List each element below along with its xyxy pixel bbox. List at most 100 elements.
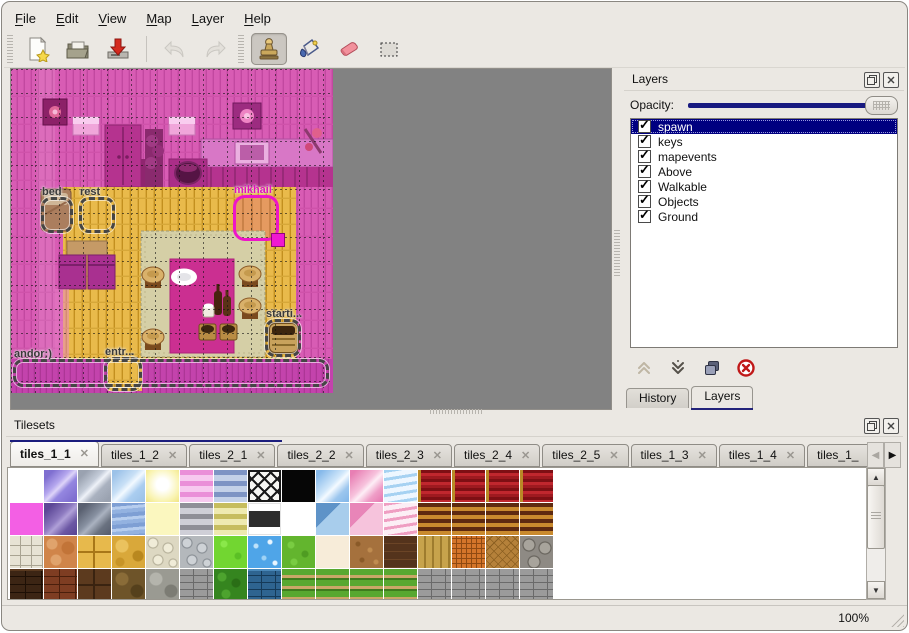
tile-grass-rows[interactable]: [282, 569, 315, 599]
toolbar-grip-2[interactable]: [238, 35, 244, 63]
tile-brick-red[interactable]: [44, 569, 77, 599]
stamp-tool-button[interactable]: [251, 33, 287, 65]
layer-item-Walkable[interactable]: Walkable: [631, 177, 897, 194]
tile-crystal-darkgray[interactable]: [78, 503, 111, 535]
tile-dirt[interactable]: [350, 536, 383, 568]
tile-pebble-gray[interactable]: [180, 536, 213, 568]
tile-sign-dark[interactable]: [248, 503, 281, 535]
resize-grip-icon[interactable]: [887, 610, 904, 627]
tile-water-dark[interactable]: [112, 503, 145, 535]
menu-map[interactable]: Map: [146, 10, 172, 26]
tileset-tab-tiles_1_4[interactable]: tiles_1_4 ✕: [718, 444, 806, 467]
tile-stone-brown[interactable]: [112, 569, 145, 599]
tile-brick-gray[interactable]: [520, 569, 553, 599]
tileset-tab-tiles_2_3[interactable]: tiles_2_3 ✕: [365, 444, 452, 467]
tile-brick-gray[interactable]: [180, 569, 213, 599]
layer-item-mapevents[interactable]: mapevents: [631, 147, 897, 164]
tile-curtain-brown[interactable]: [452, 503, 485, 535]
tileset-scrollbar[interactable]: ▲ ▼: [866, 467, 886, 600]
tile-grass-rows[interactable]: [316, 569, 349, 599]
layer-item-Ground[interactable]: Ground: [631, 207, 897, 224]
dock-tab-history[interactable]: History: [626, 388, 690, 408]
close-panel-button[interactable]: [883, 72, 899, 88]
tileset-tab-tiles_1_[interactable]: tiles_1_✕: [807, 444, 867, 467]
tab-close-icon[interactable]: ✕: [697, 449, 707, 462]
vertical-splitter[interactable]: [614, 230, 620, 276]
layer-item-Above[interactable]: Above: [631, 162, 897, 179]
tile-lattice[interactable]: [248, 470, 281, 502]
tile-stripes-olive[interactable]: [214, 503, 247, 535]
tile-grass[interactable]: [282, 536, 315, 568]
tile-curtain-brown[interactable]: [486, 503, 519, 535]
tile-green-bright[interactable]: [214, 536, 247, 568]
tile-curtain-red[interactable]: [520, 470, 553, 502]
tile-streaks-blue[interactable]: [384, 470, 417, 502]
tile-pale-yellow[interactable]: [146, 503, 179, 535]
tile-glow-yellow[interactable]: [146, 470, 179, 502]
map-view[interactable]: bed rest mikhail starti... entr... andor:): [10, 68, 612, 410]
raise-layer-button[interactable]: [632, 356, 656, 380]
tile-brick-gray[interactable]: [418, 569, 451, 599]
redo-button[interactable]: [197, 33, 233, 65]
scroll-up-button[interactable]: ▲: [867, 468, 885, 486]
scroll-down-button[interactable]: ▼: [867, 581, 885, 599]
tile-panel-blue[interactable]: [316, 503, 349, 535]
tile-planks-tan[interactable]: [418, 536, 451, 568]
tab-close-icon[interactable]: ✕: [785, 449, 796, 462]
tile-crystal-darkpurple[interactable]: [44, 503, 77, 535]
tileset-view[interactable]: [7, 467, 867, 600]
delete-layer-button[interactable]: [734, 356, 758, 380]
float-panel-button[interactable]: [864, 72, 880, 88]
tab-close-icon[interactable]: ✕: [79, 448, 89, 460]
tabs-scroll-left-button[interactable]: ◀: [867, 442, 884, 468]
tilesets-float-button[interactable]: [864, 418, 880, 434]
tile-stone-white[interactable]: [10, 536, 43, 568]
tileset-tab-tiles_2_5[interactable]: tiles_2_5 ✕: [542, 444, 629, 467]
opacity-slider-handle[interactable]: [865, 96, 898, 115]
layer-item-Objects[interactable]: Objects: [631, 192, 897, 209]
layer-visibility-checkbox[interactable]: [638, 207, 651, 223]
tileset-tab-tiles_1_1[interactable]: tiles_1_1 ✕: [10, 442, 99, 467]
map-object-mikhail[interactable]: mikhail: [233, 184, 285, 247]
duplicate-layer-button[interactable]: [700, 356, 724, 380]
tile-stone-gold[interactable]: [112, 536, 145, 568]
tile-white[interactable]: [10, 470, 43, 502]
map-object-bed[interactable]: bed: [41, 186, 73, 233]
tile-curtain-red[interactable]: [486, 470, 519, 502]
horizontal-splitter[interactable]: [430, 409, 482, 414]
menu-layer[interactable]: Layer: [191, 10, 225, 26]
map-object-entr-[interactable]: entr...: [104, 346, 142, 391]
tile-pebble-white[interactable]: [146, 536, 179, 568]
save-map-button[interactable]: [100, 33, 136, 65]
tile-hedge[interactable]: [214, 569, 247, 599]
map-object-rest[interactable]: rest: [79, 186, 115, 233]
tile-white[interactable]: [282, 503, 315, 535]
rect-select-button[interactable]: [371, 33, 407, 65]
toolbar-grip[interactable]: [7, 35, 13, 63]
tilesets-close-button[interactable]: [883, 418, 899, 434]
tile-grass-rows[interactable]: [384, 569, 417, 599]
tile-cream[interactable]: [316, 536, 349, 568]
tab-close-icon[interactable]: ✕: [432, 449, 442, 462]
tile-stripes-pink[interactable]: [180, 470, 213, 502]
opacity-slider[interactable]: [688, 95, 898, 115]
tile-brick-blue[interactable]: [248, 569, 281, 599]
tile-curtain-brown[interactable]: [520, 503, 553, 535]
resize-handle[interactable]: [271, 233, 285, 247]
tile-stone-gray[interactable]: [146, 569, 179, 599]
tabs-scroll-right-button[interactable]: ▶: [884, 442, 901, 468]
tab-close-icon[interactable]: ✕: [521, 449, 531, 462]
tileset-tab-tiles_1_3[interactable]: tiles_1_3 ✕: [630, 444, 717, 467]
tile-brick-gray[interactable]: [452, 569, 485, 599]
tileset-tab-tiles_2_2[interactable]: tiles_2_2 ✕: [277, 444, 364, 467]
tile-brick-gray[interactable]: [486, 569, 519, 599]
dock-tab-layers[interactable]: Layers: [691, 386, 754, 408]
bucket-fill-button[interactable]: [291, 33, 327, 65]
tile-stripes-blue[interactable]: [214, 470, 247, 502]
tab-close-icon[interactable]: ✕: [344, 449, 354, 462]
tile-log-ends[interactable]: [520, 536, 553, 568]
menu-view[interactable]: View: [98, 10, 127, 26]
tab-close-icon[interactable]: ✕: [167, 449, 178, 462]
tile-tile-gold[interactable]: [78, 536, 111, 568]
tile-streaks-pink[interactable]: [384, 503, 417, 535]
